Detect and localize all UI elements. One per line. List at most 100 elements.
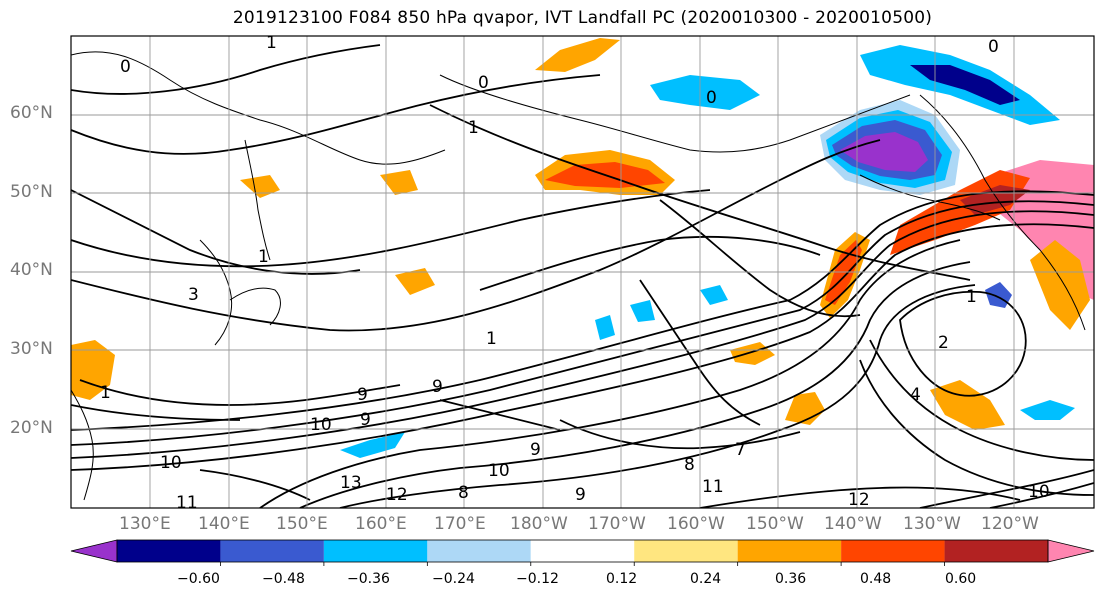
contour-value-label: 7 (735, 440, 746, 460)
contour-value-label: 8 (684, 455, 695, 475)
contour-value-label: 0 (988, 37, 999, 57)
colorbar-segment (323, 540, 428, 562)
contour-line (339, 284, 976, 508)
lon-label-160w: 160°W (667, 514, 725, 534)
coastline (439, 74, 911, 153)
contour-value-label: 10 (488, 461, 510, 481)
shade-mid-blue3 (630, 300, 655, 322)
contour-value-label: 0 (478, 73, 489, 93)
contour-line (71, 139, 881, 332)
contour-line (71, 404, 241, 421)
lon-label-150e: 150°E (276, 514, 328, 534)
contour-line (79, 379, 401, 406)
contour-line (71, 200, 1094, 446)
shade-se-blue (1020, 400, 1075, 420)
contour-value-label: 9 (357, 385, 368, 405)
colorbar-tick-label: 0.48 (860, 571, 892, 587)
contour-line (439, 399, 561, 431)
map-frame (70, 35, 1095, 509)
contour-value-label: 0 (120, 57, 131, 77)
colorbar-segment (737, 540, 842, 562)
contour-line (71, 189, 361, 275)
shade-subtropic-orange (785, 392, 825, 425)
shade-e-orange (730, 342, 775, 365)
coastline (859, 174, 1001, 221)
contour-value-label: 11 (176, 493, 198, 513)
lon-label-130e: 130°E (119, 514, 171, 534)
contour-line (71, 223, 1094, 471)
contour-value-label: 0 (1100, 23, 1105, 43)
colorbar-segment (944, 540, 1048, 562)
shade-alaska-navy (910, 65, 1020, 105)
shade-mid-blue1 (595, 315, 615, 340)
contour-line (71, 210, 1094, 459)
colorbar-tick-label: 0.12 (606, 571, 638, 587)
coastline (71, 51, 446, 165)
colorbar-tick-label: 0.36 (775, 571, 807, 587)
lon-label-120w: 120°W (981, 514, 1039, 534)
coastlines (71, 51, 1086, 501)
contour-line (299, 261, 971, 508)
lon-label-180w: 180°W (510, 514, 568, 534)
contour-value-label: 12 (848, 490, 870, 510)
coastline (71, 389, 94, 501)
contour-value-label: 12 (386, 485, 408, 505)
contour-line (869, 339, 1094, 461)
contour-line (699, 486, 1021, 508)
colorbar-segment (841, 540, 945, 562)
shade-japan-orange (240, 175, 280, 198)
contour-value-label: 0 (706, 88, 717, 108)
colorbar-extend-min (70, 539, 118, 563)
coastline (199, 239, 233, 346)
colorbar-tick-label: −0.60 (177, 571, 220, 587)
colorbar-segment (427, 540, 531, 562)
shade-nw-orange (380, 170, 418, 195)
contour-value-label: 13 (340, 473, 362, 493)
lat-label-60n: 60°N (10, 103, 53, 123)
shade-trop-blue (340, 432, 405, 458)
colorbar-frame (116, 539, 1049, 563)
shade-mid-blue2 (700, 285, 728, 305)
coastline (919, 94, 1086, 331)
colorbar-tick-label: −0.48 (262, 571, 305, 587)
contour-labels: 1000011311124991091011998710813121112100 (100, 23, 1105, 513)
lat-label-50n: 50°N (10, 182, 53, 202)
shade-north-orange (535, 38, 620, 72)
colorbar-tick-label: 0.24 (690, 571, 722, 587)
lon-label-140e: 140°E (198, 514, 250, 534)
shade-west-coast-orange (1030, 240, 1090, 330)
contour-line (899, 290, 1027, 397)
lon-label-170e: 170°E (434, 514, 486, 534)
contour-value-label: 4 (910, 385, 921, 405)
colorbar-segment (530, 540, 635, 562)
contour-line (479, 235, 821, 291)
shade-gulf-purple (840, 132, 928, 172)
shade-west-orange (71, 340, 115, 400)
lat-label-30n: 30°N (10, 339, 53, 359)
contour-line (659, 199, 861, 318)
coastline (229, 287, 281, 326)
lon-label-160e: 160°E (355, 514, 407, 534)
shade-bering-cyan (650, 75, 760, 110)
contour-line (71, 189, 711, 268)
contour-layer (71, 44, 1094, 508)
contour-value-label: 1 (258, 247, 269, 267)
contour-value-label: 9 (530, 440, 541, 460)
contour-value-label: 11 (702, 477, 724, 497)
contour-value-label: 9 (575, 485, 586, 505)
contour-line (859, 359, 1094, 496)
colorbar-tick-label: −0.24 (432, 571, 475, 587)
contour-value-label: 1 (266, 33, 277, 53)
contour-line (259, 239, 961, 508)
plot-title: 2019123100 F084 850 hPa qvapor, IVT Land… (232, 8, 933, 28)
contour-value-label: 1 (486, 329, 497, 349)
contour-line (199, 469, 311, 501)
colorbar-segment (117, 540, 221, 562)
contour-line (71, 44, 381, 95)
gridlines (71, 36, 1094, 508)
contour-value-label: 10 (160, 453, 182, 473)
colorbar-segment (220, 540, 324, 562)
lon-label-170w: 170°W (588, 514, 646, 534)
lon-label-140w: 140°W (824, 514, 882, 534)
